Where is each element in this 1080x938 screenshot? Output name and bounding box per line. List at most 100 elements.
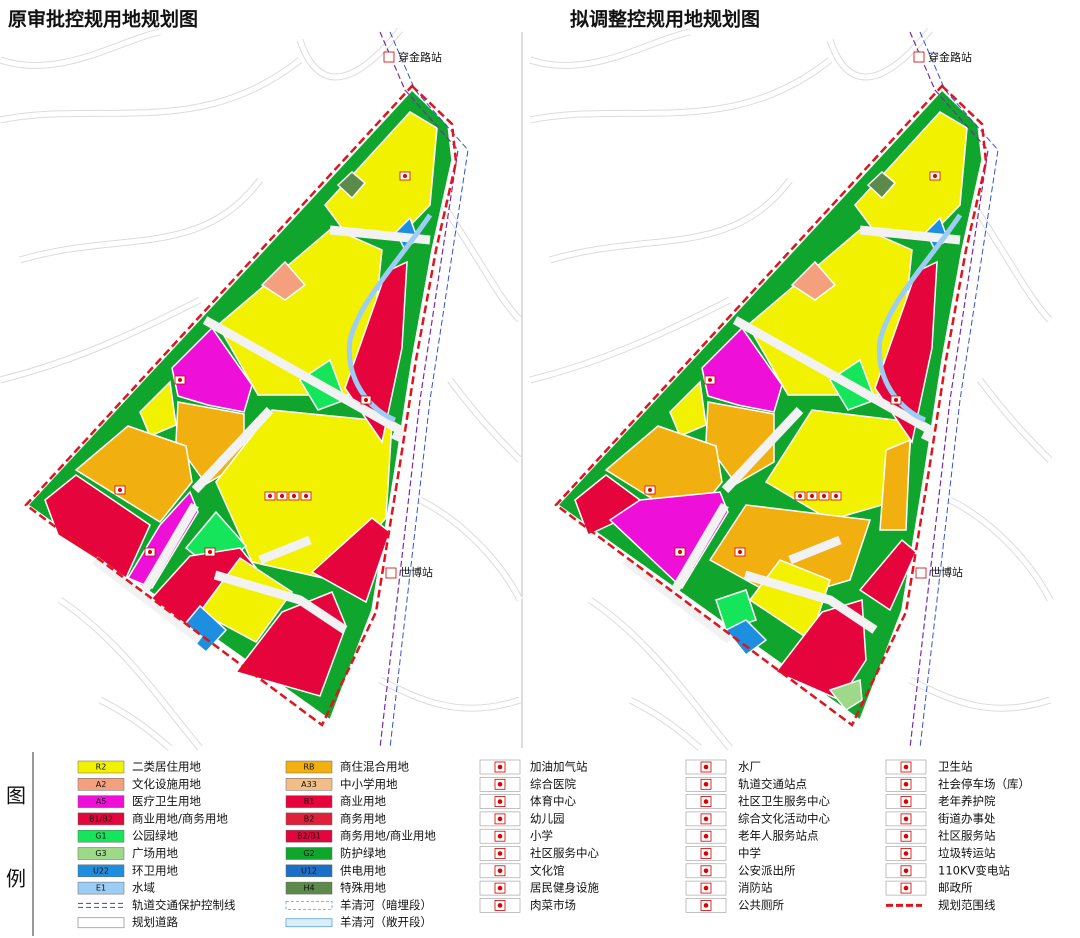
legend-label: 规划道路 [132,915,178,929]
legend-label: 特殊用地 [340,881,386,895]
legend-label: 110KV变电站 [938,863,1010,877]
facility-icon-mark [648,488,652,492]
legend-swatch [285,760,333,774]
map-title: 原审批控规用地规划图 [8,8,198,31]
legend-label: 规划范围线 [938,898,996,912]
legend-code: B2/B1 [297,832,321,841]
legend-label: 肉菜市场 [530,898,576,912]
legend-icon-mark [703,868,709,874]
legend-label: 防护绿地 [340,846,386,860]
legend-label: 商务用地 [340,811,386,825]
facility-icon-mark [268,494,272,498]
facility-icon-mark [834,494,838,498]
legend-swatch [77,778,125,791]
parcel [724,619,768,657]
facility-icon-mark [292,494,296,498]
background-road [0,58,302,123]
planned-road [622,556,733,644]
legend-code: A5 [96,797,107,806]
parcel [74,425,193,523]
legend-label: 公园绿地 [132,829,178,843]
facility-icon-mark [933,174,937,178]
legend-icon-mark [703,816,709,822]
legend-label: 卫生站 [938,760,973,774]
facility-icon-mark [280,494,284,498]
legend-label: 邮政所 [938,881,973,895]
legend-swatch [77,812,125,826]
legend-icon-mark [497,868,503,874]
legend-code: RB [303,763,314,772]
facility-icon-mark [708,378,712,382]
planning-boundary [24,84,458,727]
map-title: 拟调整控规用地规划图 [570,8,760,31]
background-road [908,677,1051,711]
background-road [948,497,1053,602]
background-road [58,597,202,750]
legend-label: 小学 [530,829,553,843]
parcel [669,380,707,437]
legend-label: 加油加气站 [530,760,588,774]
parcel [828,678,863,711]
legend-icon-mark [497,799,503,804]
legend-code: A2 [96,780,107,789]
legend-swatch [285,847,333,860]
legend-label: 居民健身设施 [530,881,599,895]
parcel [858,538,917,612]
legend-road [77,917,125,929]
legend-swatch [77,847,125,860]
parcel [260,260,307,301]
legend-swatch [285,829,333,843]
legend-icon-mark [703,799,709,804]
legend-icon-mark [903,764,909,770]
legend-label: 二类居住用地 [132,760,201,774]
legend-icon-mark [497,782,503,787]
facility-icon-mark [118,488,122,492]
legend-code: B1 [304,797,315,806]
legend-label: 商务用地/商业用地 [340,829,436,843]
legend-icon-mark [703,903,709,908]
legend-label: 中小学用地 [340,777,398,791]
legend-icon-mark [903,816,909,822]
legend-swatch [285,864,333,878]
station-icon [385,567,397,579]
legend-code: B1/B2 [89,814,113,823]
legend-label: 文化设施用地 [132,777,201,791]
facility-icon-mark [178,378,182,382]
legend-river [285,918,333,928]
legend-label: 公安派出所 [738,863,796,877]
legend-label: 医疗卫生用地 [132,794,201,808]
planned-road [191,406,274,494]
background-road [978,378,1052,462]
legend-river [285,901,333,910]
legend-icon-mark [903,851,909,856]
legend-code: H4 [303,884,314,893]
legend-label: 轨道交通保护控制线 [132,898,236,912]
parcel [790,260,837,301]
legend-icon-mark [703,833,709,839]
legend-code: U12 [301,866,317,875]
facility-icon-mark [304,494,308,498]
legend-label: 社会停车场（库） [938,777,1030,791]
legend-icon-mark [703,764,709,770]
legend-label: 商业用地 [340,794,386,808]
legend-swatch [77,829,125,843]
background-road [967,198,1052,322]
planned-road [213,570,348,634]
facility-icon-mark [738,550,742,554]
legend-label: 老年人服务站点 [738,829,819,843]
facility-icon-mark [678,550,682,554]
planned-road [202,316,406,443]
station-label: 世博站 [930,565,963,579]
legend-icon-mark [903,799,909,804]
legend-code: G2 [303,849,314,858]
facility-icon-mark [798,494,802,498]
legend-label: 公共厕所 [738,898,784,912]
planned-road [258,535,312,565]
legend-swatch [285,795,333,808]
planned-road [732,316,936,443]
legend-label: 中学 [738,846,761,860]
legend-icon-mark [497,816,503,822]
